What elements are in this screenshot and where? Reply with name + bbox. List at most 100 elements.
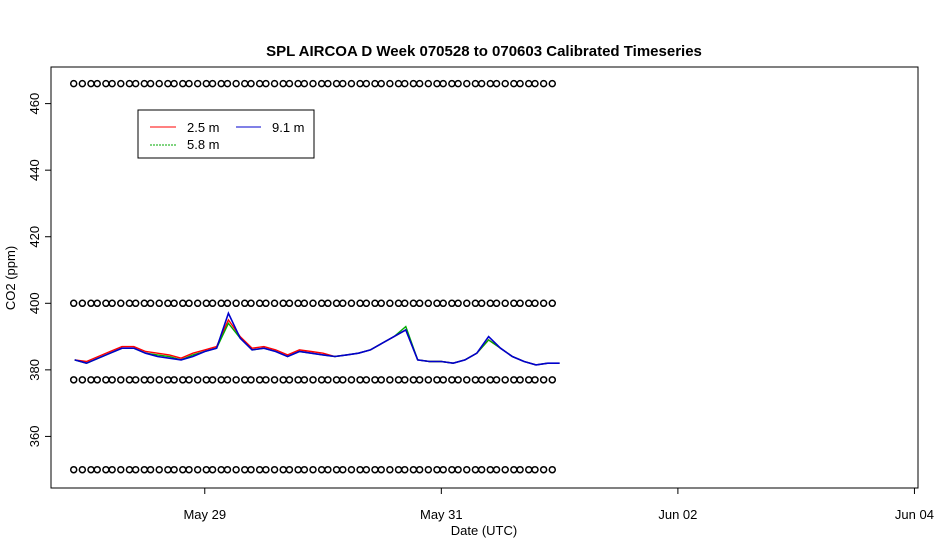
y-axis: 360 380 400 420 440 460 <box>27 93 51 447</box>
calibration-point <box>524 376 533 384</box>
calibration-point <box>386 465 394 474</box>
calibration-point <box>317 465 326 474</box>
calibration-point <box>247 79 255 88</box>
y-tick-label: 440 <box>27 159 42 181</box>
calibration-point <box>409 376 418 384</box>
calibration-point <box>131 299 140 308</box>
calibration-point <box>232 299 240 308</box>
calibration-point <box>371 465 379 474</box>
calibration-point <box>524 465 533 474</box>
calibration-point <box>78 465 87 474</box>
y-axis-label: CO2 (ppm) <box>3 246 18 310</box>
calibration-point <box>356 299 364 308</box>
calibration-point <box>108 465 116 474</box>
calibration-point <box>454 376 462 384</box>
calibration-point <box>439 299 447 308</box>
calibration-point <box>332 376 341 384</box>
series-line-1 <box>74 321 560 366</box>
calibration-point <box>463 465 471 474</box>
calibration-point <box>232 79 240 88</box>
calibration-point <box>179 376 187 384</box>
calibration-point <box>539 299 548 308</box>
calibration-point <box>202 79 211 88</box>
calibration-point <box>170 79 178 88</box>
calibration-point <box>202 376 211 384</box>
calibration-point <box>255 376 264 384</box>
calibration-point <box>255 79 264 88</box>
calibration-point <box>294 79 302 88</box>
calibration-point <box>240 376 249 384</box>
calibration-point <box>164 299 172 308</box>
calibration-point <box>125 465 134 474</box>
y-tick-label: 420 <box>27 226 42 248</box>
calibration-point <box>179 79 187 88</box>
calibration-point <box>262 465 270 474</box>
calibration-point <box>309 79 317 88</box>
calibration-point <box>146 465 155 474</box>
calibration-point <box>217 465 225 474</box>
calibration-point <box>409 465 418 474</box>
calibration-point <box>317 79 326 88</box>
calibration-point <box>454 465 462 474</box>
calibration-point <box>117 376 125 384</box>
calibration-point <box>362 79 371 88</box>
calibration-point <box>146 79 155 88</box>
calibration-point <box>78 79 87 88</box>
calibration-point <box>285 465 294 474</box>
calibration-point <box>294 465 302 474</box>
calibration-point <box>285 299 294 308</box>
calibration-point <box>332 299 341 308</box>
calibration-point <box>140 465 149 474</box>
calibration-point <box>223 299 232 308</box>
calibration-point <box>247 299 255 308</box>
calibration-point <box>463 79 471 88</box>
calibration-point <box>516 465 524 474</box>
calibration-points <box>69 79 557 474</box>
calibration-point <box>164 465 172 474</box>
calibration-point <box>202 299 211 308</box>
calibration-point <box>102 465 110 474</box>
calibration-point <box>193 299 202 308</box>
calibration-point <box>240 79 249 88</box>
calibration-point <box>463 299 471 308</box>
calibration-point <box>185 376 193 384</box>
calibration-point <box>87 376 95 384</box>
calibration-point <box>87 299 95 308</box>
calibration-point <box>131 79 140 88</box>
calibration-point <box>324 299 332 308</box>
calibration-point <box>371 376 379 384</box>
calibration-point <box>294 376 302 384</box>
calibration-point <box>477 79 486 88</box>
calibration-point <box>179 465 187 474</box>
calibration-point <box>539 376 548 384</box>
legend-box <box>137 109 315 159</box>
chart-title: SPL AIRCOA D Week 070528 to 070603 Calib… <box>266 43 702 60</box>
calibration-point <box>78 299 87 308</box>
calibration-point <box>125 299 134 308</box>
calibration-point <box>155 79 163 88</box>
calibration-point <box>170 299 178 308</box>
calibration-point <box>531 79 539 88</box>
calibration-point <box>309 465 317 474</box>
calibration-point <box>394 299 403 308</box>
calibration-point <box>454 79 462 88</box>
calibration-point <box>294 299 302 308</box>
calibration-point <box>409 79 418 88</box>
calibration-point <box>448 465 456 474</box>
calibration-point <box>117 299 125 308</box>
calibration-point <box>394 465 403 474</box>
calibration-point <box>140 376 149 384</box>
calibration-point <box>356 79 364 88</box>
calibration-point <box>433 299 441 308</box>
calibration-point <box>539 465 548 474</box>
calibration-point <box>140 299 149 308</box>
calibration-point <box>193 376 202 384</box>
calibration-point <box>486 299 495 308</box>
calibration-point <box>164 79 172 88</box>
calibration-point <box>223 376 232 384</box>
calibration-point <box>424 79 433 88</box>
calibration-point <box>471 79 480 88</box>
calibration-point <box>347 376 356 384</box>
y-tick-label: 400 <box>27 292 42 314</box>
